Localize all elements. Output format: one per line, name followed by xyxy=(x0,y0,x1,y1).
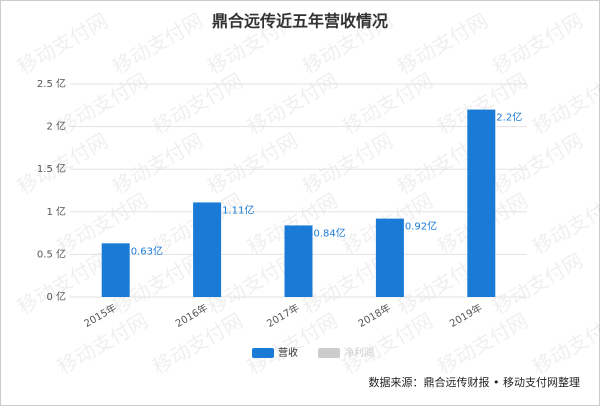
y-tick-label: 2.5 亿 xyxy=(37,77,66,90)
legend-swatch xyxy=(252,348,274,358)
legend-label: 营收 xyxy=(278,346,298,359)
data-label: 0.63亿 xyxy=(131,244,163,257)
legend-swatch xyxy=(318,348,340,358)
y-tick-label: 0.5 亿 xyxy=(37,247,66,260)
bar xyxy=(101,243,130,297)
bar xyxy=(193,202,222,297)
y-tick-label: 2 亿 xyxy=(46,120,66,133)
source: 数据来源：鼎合远传财报 • 移动支付网整理 xyxy=(369,375,580,389)
bar xyxy=(284,225,313,297)
data-label: 2.2亿 xyxy=(496,111,522,124)
data-label: 1.11亿 xyxy=(222,203,254,216)
y-tick-label: 1.5 亿 xyxy=(37,162,66,175)
chart-title: 鼎合远传近五年营收情况 xyxy=(212,12,388,31)
data-label: 0.92亿 xyxy=(405,220,437,233)
y-tick-label: 0 亿 xyxy=(46,290,66,303)
bar xyxy=(375,218,404,297)
bar xyxy=(467,109,496,297)
legend-label: 净利润 xyxy=(344,346,374,359)
data-label: 0.84亿 xyxy=(314,226,346,239)
y-tick-label: 1 亿 xyxy=(46,205,66,218)
